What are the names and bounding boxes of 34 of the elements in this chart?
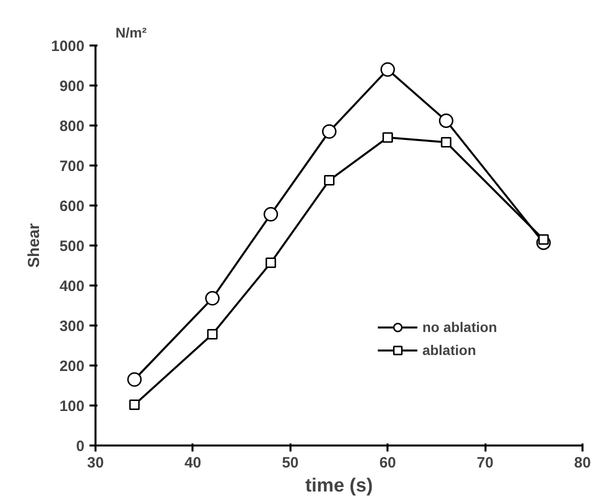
x-tick-label: 40 [184, 454, 202, 472]
y-tick-label: 300 [59, 318, 85, 335]
y-tick-label: 200 [59, 358, 85, 375]
point [205, 291, 220, 306]
point [264, 207, 278, 222]
y-tick-label: 600 [59, 198, 85, 215]
legend-label: no ablation [422, 319, 497, 335]
legend-label: ablation [422, 342, 476, 358]
point [129, 399, 140, 410]
point [207, 329, 218, 340]
point [438, 113, 454, 128]
point [324, 175, 335, 186]
x-tick-label: 70 [476, 454, 494, 472]
y-tick-label: 400 [59, 278, 85, 295]
x-tick-label: 30 [87, 454, 104, 472]
y-tick-label: 100 [59, 398, 85, 415]
point [322, 124, 337, 139]
text: N/m² [116, 24, 147, 40]
x-tick-label: 50 [282, 454, 299, 472]
x-axis-title: time (s) [305, 476, 373, 496]
y-tick-label: 0 [76, 438, 84, 455]
point [266, 257, 276, 268]
y-tick-label: 800 [59, 118, 85, 135]
y-tick-label: 500 [59, 238, 85, 255]
x-tick-label: 60 [379, 454, 396, 472]
y-tick-label: 700 [59, 158, 85, 175]
point [382, 132, 393, 143]
y-axis-title: Shear [26, 223, 44, 268]
x-tick-label: 80 [574, 454, 591, 472]
y-tick-label: 900 [59, 78, 85, 95]
point [127, 372, 142, 387]
point [380, 62, 395, 77]
y-tick-label: 1000 [51, 38, 85, 55]
point [440, 137, 452, 148]
